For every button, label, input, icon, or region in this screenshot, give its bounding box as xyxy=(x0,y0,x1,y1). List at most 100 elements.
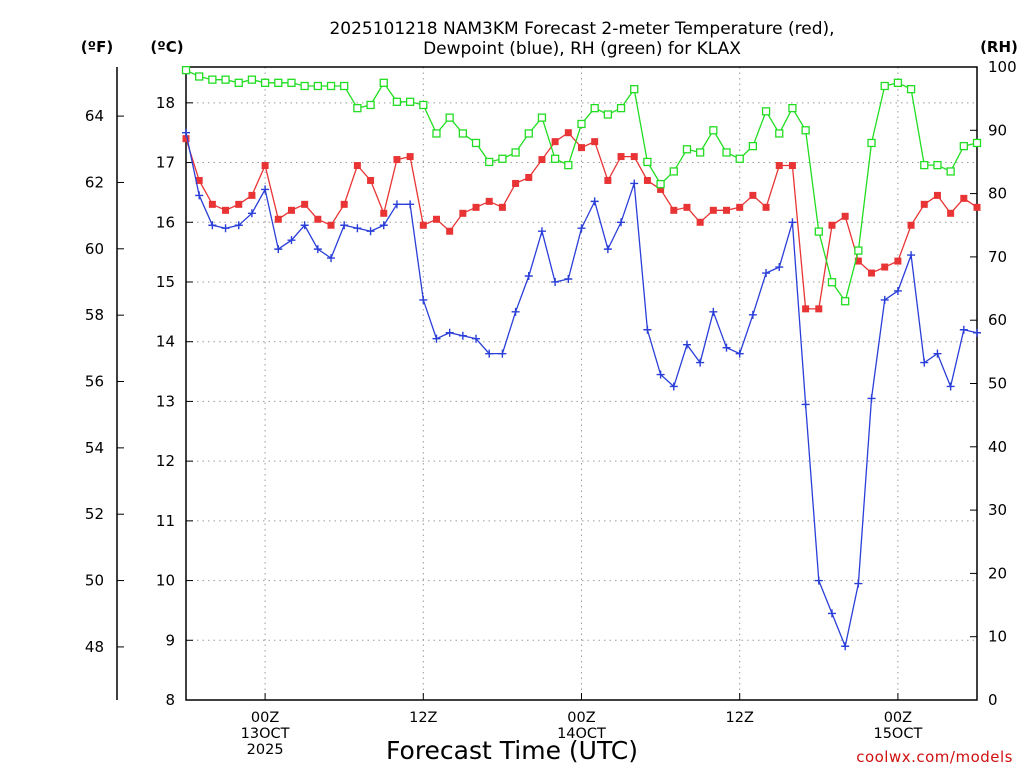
dewpoint-point xyxy=(524,272,533,281)
temperature-point xyxy=(485,197,493,205)
temperature-point xyxy=(683,203,691,211)
dewpoint-point xyxy=(590,197,599,206)
dewpoint-point xyxy=(643,325,652,334)
celsius-tick-label: 10 xyxy=(156,572,175,590)
axes xyxy=(116,66,978,701)
rh-point xyxy=(445,113,454,122)
rh-point xyxy=(564,160,573,170)
rh-point xyxy=(788,103,797,113)
dewpoint-point xyxy=(498,349,507,358)
x-tick-label: 00Z xyxy=(884,710,912,726)
temperature-point xyxy=(525,173,533,181)
rh-point xyxy=(379,78,388,87)
rh-point xyxy=(524,129,533,138)
fahrenheit-tick-label: 48 xyxy=(85,638,104,656)
x-tick-label: 12Z xyxy=(409,710,437,726)
temperature-point xyxy=(617,153,625,161)
series-line xyxy=(185,69,978,303)
dewpoint-point xyxy=(973,328,981,337)
rh-tick-label: 30 xyxy=(988,501,1007,519)
dewpoint-point xyxy=(709,307,718,316)
temperature-point xyxy=(841,212,849,220)
temperature-point xyxy=(512,179,520,187)
dewpoint-point xyxy=(195,191,204,200)
dewpoint-point xyxy=(735,349,744,358)
dewpoint-point xyxy=(762,269,771,278)
temperature-point xyxy=(419,221,427,229)
dewpoint-point xyxy=(247,209,256,218)
fahrenheit-tick-label: 58 xyxy=(85,306,104,324)
grid-lines xyxy=(186,67,977,700)
rh-point xyxy=(616,103,626,113)
temperature-point xyxy=(432,215,440,223)
tick-labels: 8 9 10 11 12 13 14 15 16 17 18 48 50 52 54 56 58 60 62 64 0 1… xyxy=(85,58,1017,758)
dewpoint-point xyxy=(880,295,889,304)
dewpoint-point xyxy=(920,358,929,367)
dewpoint-point xyxy=(946,382,955,391)
rh-tick-label: 70 xyxy=(988,248,1007,266)
dewpoint-point xyxy=(327,254,336,263)
rh-point xyxy=(247,75,257,84)
temperature-point xyxy=(947,209,955,217)
dewpoint-point xyxy=(959,325,968,334)
x-tick-label: 2025 xyxy=(247,742,284,758)
dewpoint-point xyxy=(775,263,784,272)
rh-point xyxy=(880,81,889,91)
temperature-point xyxy=(920,200,928,208)
temperature-point xyxy=(933,191,941,199)
fahrenheit-tick-label: 54 xyxy=(85,439,104,457)
credit-text: coolwx.com/models xyxy=(856,748,1013,766)
dewpoint-point xyxy=(366,227,375,236)
fahrenheit-tick-label: 60 xyxy=(85,240,104,258)
temperature-point xyxy=(604,176,612,184)
temperature-point xyxy=(182,135,190,143)
dewpoint-point xyxy=(182,128,190,137)
rh-point xyxy=(195,72,204,81)
rh-point xyxy=(735,154,744,163)
rh-point xyxy=(933,160,942,170)
rh-tick-label: 90 xyxy=(988,121,1007,139)
rh-point xyxy=(709,126,718,135)
rh-tick-label: 80 xyxy=(988,185,1007,203)
fahrenheit-tick-label: 52 xyxy=(85,505,104,523)
dewpoint-point xyxy=(669,382,678,391)
dewpoint-point xyxy=(537,227,546,236)
rh-point xyxy=(537,113,547,122)
dewpoint-point xyxy=(867,394,876,403)
rh-point xyxy=(511,148,520,157)
rh-point xyxy=(287,78,296,87)
rh-point xyxy=(300,81,309,91)
temperature-point xyxy=(709,206,717,214)
temperature-point xyxy=(815,305,823,313)
series-line xyxy=(185,132,978,649)
dewpoint-point xyxy=(221,224,230,233)
dewpoint-point xyxy=(933,349,942,358)
temperature-point xyxy=(868,269,876,277)
rh-point xyxy=(458,129,468,138)
temperature-point xyxy=(340,200,348,208)
celsius-tick-label: 18 xyxy=(156,94,175,112)
x-tick-label: 00Z xyxy=(567,710,595,726)
celsius-tick-label: 12 xyxy=(156,452,175,470)
temperature-point xyxy=(222,206,230,214)
dewpoint-point xyxy=(379,221,388,230)
rh-point xyxy=(313,81,322,91)
dewpoint-point xyxy=(827,609,836,618)
dewpoint-point xyxy=(630,179,639,188)
temperature-point xyxy=(498,203,506,211)
celsius-tick-label: 8 xyxy=(165,691,175,709)
temperature-point xyxy=(973,203,981,211)
dewpoint-point xyxy=(485,349,494,358)
temperature-point xyxy=(723,206,731,214)
dewpoint-point xyxy=(748,310,757,319)
x-tick-label: 14OCT xyxy=(557,726,606,742)
rh-point xyxy=(748,141,758,151)
x-axis-label: Forecast Time (UTC) xyxy=(386,736,638,765)
temperature-point xyxy=(630,153,638,161)
dewpoint-point xyxy=(907,251,916,260)
dewpoint-point xyxy=(287,236,296,245)
temperature-point xyxy=(261,162,269,170)
dewpoint-point xyxy=(577,224,586,233)
temperature-point xyxy=(472,203,480,211)
rh-point xyxy=(274,78,283,87)
